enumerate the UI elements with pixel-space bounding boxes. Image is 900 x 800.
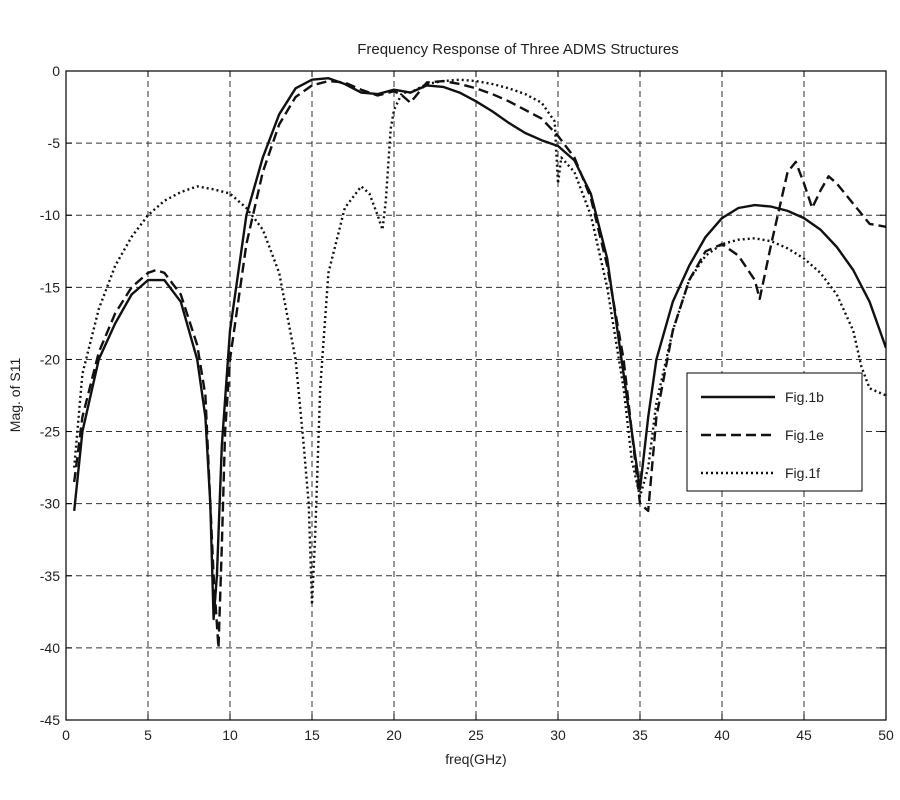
x-tick-label: 35	[632, 727, 648, 743]
y-tick-label: -20	[40, 351, 60, 367]
legend-label-3: Fig.1f	[785, 465, 820, 481]
y-axis-label: Mag. of S11	[7, 358, 23, 433]
y-tick-label: -35	[40, 568, 60, 584]
series-line-3	[73, 78, 886, 606]
y-tick-label: -15	[40, 279, 60, 295]
y-tick-label: -10	[40, 207, 60, 223]
x-tick-label: 10	[222, 727, 238, 743]
x-tick-label: 20	[386, 727, 402, 743]
legend-label-1: Fig.1b	[785, 389, 824, 405]
legend-label-2: Fig.1e	[785, 427, 824, 443]
series-line-2	[73, 79, 886, 650]
legend-box	[686, 372, 863, 492]
x-tick-label: 40	[714, 727, 730, 743]
y-tick-label: -5	[48, 135, 61, 151]
x-tick-label: 5	[144, 727, 152, 743]
y-tick-label: -30	[40, 496, 60, 512]
axis-ticks: 0 5 10 15 20 25 30 35 40 45 50 0 -5 -10 -15 -20 -25 -30 -3…	[40, 63, 894, 743]
legend: Fig.1b Fig.1e Fig.1f	[686, 372, 863, 492]
chart-title: Frequency Response of Three ADMS Structu…	[357, 41, 679, 58]
x-tick-label: 25	[468, 727, 484, 743]
series-lines	[73, 76, 886, 650]
plot-frame	[65, 70, 887, 721]
grid-lines	[66, 71, 886, 720]
x-tick-label: 30	[550, 727, 566, 743]
x-tick-label: 0	[62, 727, 70, 743]
y-tick-label: -45	[40, 712, 60, 728]
x-tick-label: 45	[796, 727, 812, 743]
x-axis-label: freq(GHz)	[445, 751, 506, 767]
x-tick-label: 50	[878, 727, 894, 743]
y-tick-label: -25	[40, 424, 60, 440]
y-tick-label: -40	[40, 640, 60, 656]
x-tick-label: 15	[304, 727, 320, 743]
y-tick-label: 0	[52, 63, 60, 79]
